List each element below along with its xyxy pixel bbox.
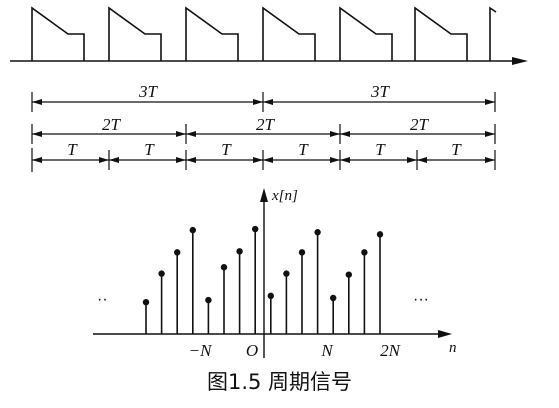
stem-dot xyxy=(298,249,306,256)
stem-dot xyxy=(205,296,212,304)
stem-dot xyxy=(252,225,259,233)
label-3T-left: 3T xyxy=(138,82,159,101)
label-T-5: T xyxy=(375,140,386,159)
tick-label-origin: O xyxy=(246,341,258,360)
tick-label-2N: 2N xyxy=(380,341,402,360)
dots-left: ·· xyxy=(97,291,108,308)
stem-dot xyxy=(267,292,274,300)
stem-dot xyxy=(345,271,352,278)
stem-dot xyxy=(142,299,150,306)
label-3T-right: 3T xyxy=(370,82,391,101)
waveform-period-1 xyxy=(31,6,85,61)
waveform-period-7-partial xyxy=(489,6,497,61)
stem-dot xyxy=(220,264,228,271)
waveform-period-5 xyxy=(339,6,393,61)
x-axis-label: n xyxy=(449,340,457,356)
stem-dot xyxy=(236,248,243,255)
tick-label-minus-N: −N xyxy=(189,341,213,360)
stem-dot xyxy=(361,249,368,256)
time-axis-arrow xyxy=(512,57,528,65)
label-T-2: T xyxy=(144,140,155,159)
label-T-1: T xyxy=(67,140,78,159)
label-2T-1: 2T xyxy=(102,115,122,134)
stem-dot xyxy=(158,270,165,277)
y-axis-arrow xyxy=(260,188,268,202)
waveform-period-2 xyxy=(108,6,162,61)
waveform-period-6 xyxy=(414,6,468,61)
label-T-4: T xyxy=(298,140,309,159)
label-2T-2: 2T xyxy=(256,115,276,134)
label-T-6: T xyxy=(451,140,462,159)
waveform-period-3 xyxy=(185,6,239,61)
label-2T-3: 2T xyxy=(410,115,430,134)
stem-dot xyxy=(376,231,384,238)
label-T-3: T xyxy=(221,140,232,159)
stem-dot xyxy=(283,270,290,277)
stem-dot xyxy=(189,226,196,234)
n-axis-arrow xyxy=(438,330,452,338)
stem-dot xyxy=(174,249,181,256)
y-axis-label: x[n] xyxy=(271,188,298,204)
figure-caption: 图1.5 周期信号 xyxy=(206,370,353,394)
stem-dot xyxy=(330,294,337,302)
stem-group xyxy=(142,225,384,334)
stem-dot xyxy=(314,229,321,236)
dots-right: ··· xyxy=(413,291,429,308)
tick-label-N: N xyxy=(320,341,334,360)
waveform-period-4 xyxy=(262,6,316,61)
